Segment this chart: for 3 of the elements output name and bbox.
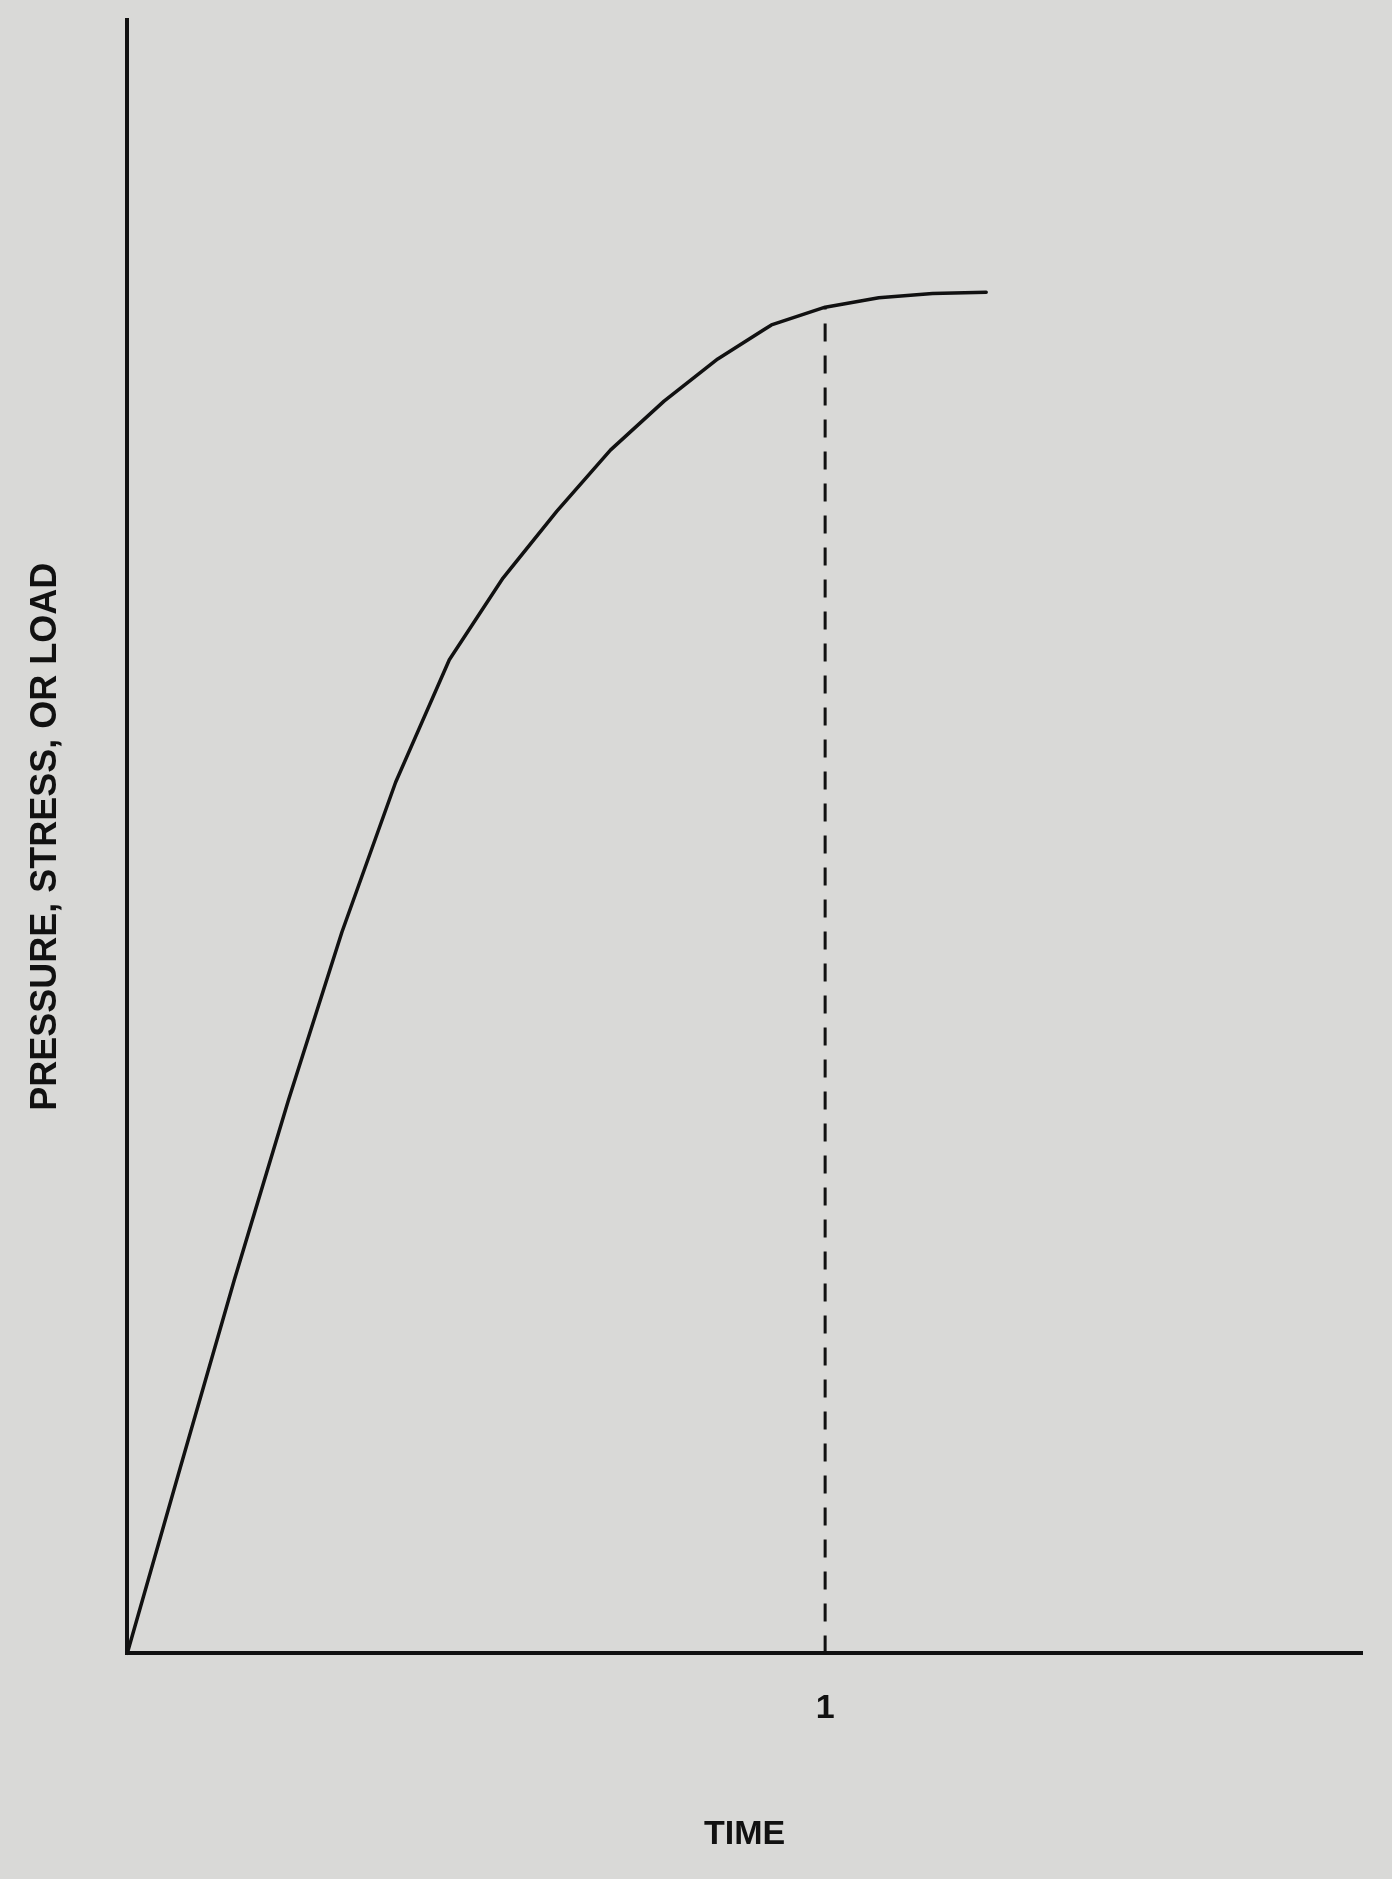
x-axis-title: TIME [703, 1812, 786, 1851]
y-axis-title: PRESSURE, STRESS, OR LOAD [22, 562, 64, 1111]
text: 1 [815, 1686, 835, 1725]
